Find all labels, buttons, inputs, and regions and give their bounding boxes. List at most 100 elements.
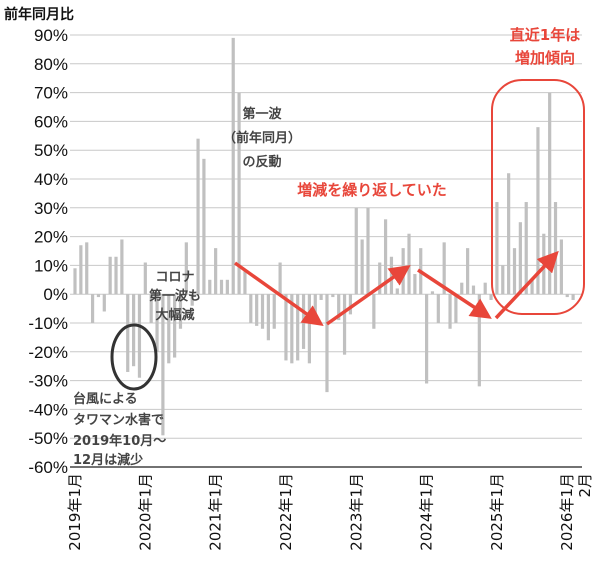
bar (184, 242, 188, 295)
arrow-down (417, 268, 492, 319)
bar (489, 294, 493, 300)
bar (460, 282, 464, 295)
bar (126, 294, 130, 372)
bar (202, 158, 206, 295)
bar (430, 291, 435, 295)
bar (231, 37, 235, 295)
bar (290, 294, 294, 364)
x-tick-label: 2019年1月 (66, 473, 84, 551)
bar (372, 294, 376, 329)
bar (559, 239, 563, 295)
bar (442, 242, 446, 295)
y-tick-label: 0% (43, 285, 68, 304)
bar (471, 285, 476, 295)
arrow-down (233, 261, 324, 327)
bar (237, 92, 241, 295)
bar (425, 294, 429, 384)
bar (466, 248, 470, 295)
annotation-corona: コロナ 第一波も 大幅減 (149, 270, 201, 323)
x-tick-label: 2023年1月 (347, 473, 365, 551)
y-tick-label: -40% (28, 400, 68, 419)
bar (448, 294, 452, 329)
bar (102, 294, 106, 312)
y-tick-label: 50% (34, 141, 68, 160)
annotation-line: 第一波 (242, 106, 282, 122)
bar (196, 138, 200, 295)
bar (214, 248, 218, 295)
bar (225, 279, 229, 295)
arrow-up (325, 264, 411, 326)
bar (436, 294, 440, 323)
bar (249, 294, 253, 323)
bar (413, 274, 417, 295)
bar (389, 256, 394, 295)
bar (378, 262, 382, 295)
annotation-recent-line: 増加傾向 (515, 49, 575, 67)
bar (173, 294, 177, 358)
bar (260, 294, 265, 329)
annotation-repeat: 増減を繰り返していた (297, 181, 447, 199)
y-tick-label: 30% (34, 199, 68, 218)
bar (548, 92, 552, 295)
bar (161, 294, 165, 436)
y-tick-label: -50% (28, 429, 68, 448)
bar (149, 294, 153, 323)
y-tick-label: -30% (28, 372, 68, 391)
trend-arrows (233, 250, 559, 327)
annotation-line: 台風による (73, 391, 138, 407)
annotation-rebound: 第一波 （前年同月） の反動 (223, 106, 301, 170)
bar (132, 294, 136, 367)
x-axis-ticks: 2019年1月 2020年1月 2021年1月 2022年1月 2023年1月 2024年… (66, 473, 594, 551)
y-tick-label: 10% (34, 256, 68, 275)
y-tick-label: -10% (28, 314, 68, 333)
x-tick-label: 2022年1月 (277, 473, 295, 551)
annotation-line: 2019年10月～ (73, 433, 166, 449)
bar (319, 294, 323, 300)
bar (366, 207, 370, 295)
y-tick-label: 90% (34, 26, 68, 45)
bar (518, 222, 522, 295)
bar (301, 294, 306, 349)
arrow-up (494, 250, 559, 320)
bar (272, 294, 276, 329)
highlight-rounded-rect (491, 79, 585, 315)
annotation-recent-line: 直近1年は (510, 26, 580, 44)
bar (178, 294, 183, 329)
bar (565, 294, 569, 298)
bar (278, 262, 282, 295)
bar (90, 294, 95, 323)
bar (120, 239, 124, 295)
bar (313, 294, 317, 318)
bar (114, 256, 118, 295)
bar (454, 294, 458, 323)
bar (477, 294, 481, 387)
bar (337, 294, 341, 321)
bars (73, 37, 575, 436)
bar (342, 294, 347, 355)
x-tick-label: 2月 (576, 473, 594, 498)
bar (190, 294, 194, 306)
bar (407, 233, 411, 295)
highlight-circle (110, 323, 158, 391)
y-axis-ticks: 90% 80% 70% 60% 50% 40% 30% 20% 10% 0% -10% -20% -30… (28, 26, 68, 477)
bar (483, 282, 487, 295)
bar (108, 256, 112, 295)
bar (243, 271, 247, 295)
bar (219, 279, 224, 295)
bar (395, 288, 399, 295)
bar (536, 127, 540, 295)
y-tick-label: 40% (34, 170, 68, 189)
bar (284, 294, 288, 361)
bar (167, 294, 171, 364)
annotation-line: タワマン水害で (73, 412, 164, 428)
y-tick-label: 60% (34, 112, 68, 131)
annotation-line: （前年同月） (223, 130, 301, 146)
annotation-line: 大幅減 (155, 307, 194, 323)
bar (383, 219, 388, 295)
bar (524, 202, 528, 295)
bar (530, 279, 534, 295)
bar (331, 294, 335, 298)
gridlines (70, 34, 582, 468)
bar (266, 294, 270, 341)
